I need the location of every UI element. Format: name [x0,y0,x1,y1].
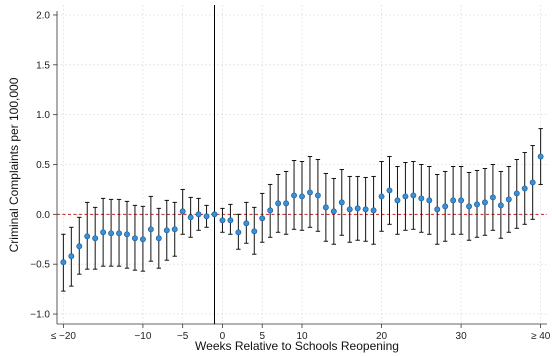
data-point-2 [76,243,83,250]
data-point-8 [124,231,130,238]
y-tick-label: 0.0 [36,210,50,221]
data-point-13 [163,227,170,234]
data-point-1 [68,253,75,260]
y-tick-label: −0.5 [30,260,50,271]
data-point-9 [132,235,138,242]
data-point-21 [227,217,234,224]
data-point-10 [139,236,146,243]
data-point-17 [195,211,202,218]
data-point-22 [235,229,242,236]
x-axis-title: Weeks Relative to Schools Reopening [195,339,399,353]
data-point-18 [203,213,210,220]
data-point-44 [410,192,417,199]
x-tick-label: 5 [259,331,265,342]
y-tick-label: 1.0 [36,110,50,121]
data-point-58 [521,185,528,192]
data-point-45 [418,195,425,202]
data-point-30 [299,193,305,200]
data-point-4 [92,235,99,242]
y-tick-label: 0.5 [36,160,50,171]
y-tick-label: 2.0 [36,10,50,21]
data-point-24 [251,228,258,235]
data-point-43 [402,193,409,200]
data-point-48 [442,203,449,210]
x-tick-label: 20 [376,331,388,342]
x-tick-label: 0 [220,331,226,342]
point-estimates [60,153,544,266]
data-point-46 [426,197,433,204]
data-point-42 [394,197,401,204]
data-point-35 [338,199,345,206]
x-tick-label: ≥ 40 [531,331,551,342]
data-point-15 [179,208,186,215]
x-tick-label: −10 [134,331,151,342]
data-point-57 [513,190,520,197]
data-point-51 [466,203,472,210]
data-point-60 [537,153,544,160]
x-tick-label: ≤ −20 [51,331,77,342]
data-point-14 [171,226,178,233]
data-point-56 [505,196,512,203]
tick-labels: −1.0 −0.5 0.0 0.5 1.0 1.5 2.0 ≤ −20 −10 −5 0 5 10 20 3… [30,10,551,342]
data-point-32 [314,192,321,199]
data-point-55 [497,202,504,209]
data-point-31 [307,189,313,196]
data-point-49 [450,197,457,204]
data-point-54 [489,194,496,201]
data-point-34 [330,208,337,215]
data-point-39 [370,207,377,214]
data-point-0 [60,259,67,266]
data-point-59 [529,179,536,186]
data-point-41 [386,187,393,194]
data-point-37 [354,205,361,212]
data-point-19 [211,211,218,218]
data-point-25 [259,215,266,222]
data-point-36 [346,206,353,213]
data-point-29 [291,192,297,199]
data-point-50 [458,197,465,204]
data-point-47 [434,206,441,213]
data-point-26 [267,207,274,214]
data-point-28 [283,200,290,207]
data-point-12 [155,235,162,242]
data-point-38 [362,206,369,213]
data-point-40 [378,193,385,200]
data-point-33 [322,204,329,211]
data-point-11 [147,226,154,233]
x-tick-label: 30 [456,331,468,342]
data-point-20 [219,217,226,224]
data-point-27 [275,200,282,207]
data-point-5 [100,229,107,236]
data-point-52 [474,201,480,208]
y-axis-title: Criminal Complaints per 100,000 [7,77,21,252]
y-tick-label: −1.0 [30,310,50,321]
data-point-23 [243,220,250,227]
data-point-7 [116,230,122,237]
data-point-16 [187,214,194,221]
axes [53,11,547,328]
y-tick-label: 1.5 [36,60,50,71]
data-point-3 [84,233,91,240]
x-tick-label: 10 [296,331,308,342]
x-tick-label: −5 [177,331,189,342]
data-point-6 [108,230,115,237]
data-point-53 [482,199,488,206]
